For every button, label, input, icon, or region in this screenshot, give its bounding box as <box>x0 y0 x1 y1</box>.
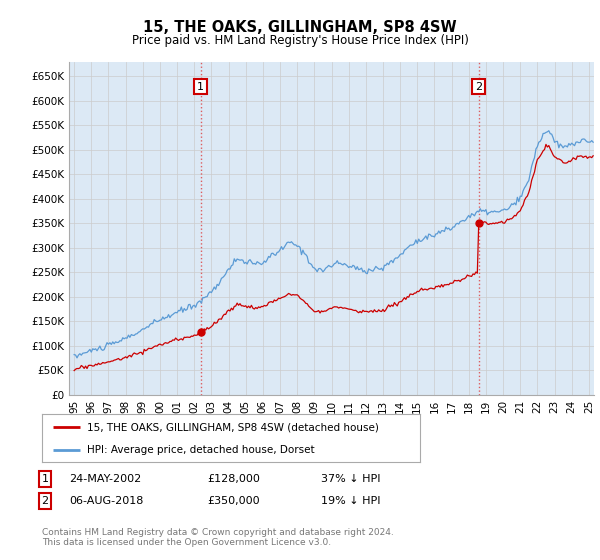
Text: £128,000: £128,000 <box>207 474 260 484</box>
Text: Contains HM Land Registry data © Crown copyright and database right 2024.
This d: Contains HM Land Registry data © Crown c… <box>42 528 394 547</box>
Text: 2: 2 <box>41 496 49 506</box>
Text: 37% ↓ HPI: 37% ↓ HPI <box>321 474 380 484</box>
Text: 15, THE OAKS, GILLINGHAM, SP8 4SW: 15, THE OAKS, GILLINGHAM, SP8 4SW <box>143 20 457 35</box>
Text: HPI: Average price, detached house, Dorset: HPI: Average price, detached house, Dors… <box>88 445 315 455</box>
Text: 1: 1 <box>41 474 49 484</box>
Text: Price paid vs. HM Land Registry's House Price Index (HPI): Price paid vs. HM Land Registry's House … <box>131 34 469 46</box>
Text: 24-MAY-2002: 24-MAY-2002 <box>69 474 141 484</box>
Text: 2: 2 <box>475 82 482 92</box>
Text: 15, THE OAKS, GILLINGHAM, SP8 4SW (detached house): 15, THE OAKS, GILLINGHAM, SP8 4SW (detac… <box>88 422 379 432</box>
Text: 06-AUG-2018: 06-AUG-2018 <box>69 496 143 506</box>
Text: 19% ↓ HPI: 19% ↓ HPI <box>321 496 380 506</box>
Text: 1: 1 <box>197 82 204 92</box>
Text: £350,000: £350,000 <box>207 496 260 506</box>
